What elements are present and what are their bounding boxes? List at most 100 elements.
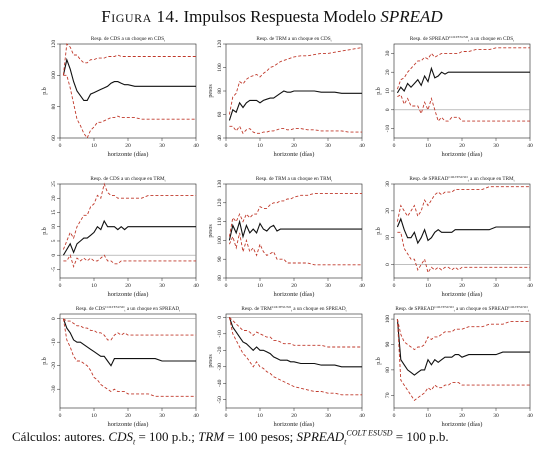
response-line — [62, 57, 196, 101]
panel-2: Resp. de TRM a un choque en CDSt 0 10 20 30 4… — [208, 36, 365, 158]
x-tick-label: 40 — [527, 283, 533, 289]
y-tick-label: 120 — [217, 40, 223, 49]
y-axis-label: pesos — [208, 354, 214, 368]
upper-band-line — [396, 47, 530, 90]
caption-spread-sup: COLT ESUSD — [346, 428, 393, 438]
x-axis-label: horizonte (días) — [274, 291, 315, 298]
x-tick-label: 40 — [527, 143, 533, 149]
y-tick-label: 0 — [51, 254, 57, 257]
y-axis-label: pesos — [208, 224, 214, 238]
x-tick-label: 20 — [125, 143, 131, 149]
response-line — [228, 90, 362, 121]
y-tick-label: 10 — [51, 224, 57, 230]
y-axis-label: p.b — [376, 87, 382, 95]
y-tick-label: 40 — [217, 135, 223, 141]
y-tick-label: 130 — [217, 180, 223, 189]
x-tick-label: 20 — [459, 413, 465, 419]
x-tick-label: 20 — [125, 413, 131, 419]
plot-frame — [393, 43, 531, 139]
figure-title: Figura 14. Impulsos Respuesta Modelo SPR… — [0, 6, 544, 28]
y-tick-label: -30 — [51, 385, 57, 393]
plot-frame — [393, 183, 531, 279]
panel-title: Resp. de TRM a un choque en CDSt — [256, 36, 331, 42]
upper-band-line — [62, 43, 196, 76]
x-axis-label: horizonte (días) — [274, 151, 315, 158]
x-tick-label: 10 — [91, 283, 97, 289]
y-tick-label: 5 — [51, 239, 57, 242]
y-tick-label: 60 — [51, 135, 57, 141]
x-tick-label: 0 — [393, 283, 396, 289]
panel-title: Resp. de TRM a un choque en TRMt — [256, 176, 332, 182]
lower-band-line — [228, 232, 362, 266]
caption-prefix: Cálculos: autores. — [12, 429, 106, 444]
x-tick-label: 0 — [59, 283, 62, 289]
panel-9: Resp. de SPREADCOLTESUSDt a un choque en… — [376, 305, 533, 428]
panel-4: Resp. de CDS a un choque en TRMt 0 10 20 30 4… — [42, 176, 199, 298]
response-line — [228, 317, 362, 368]
panel-8: Resp. de TRMCOLTESUSDt a un choque en SP… — [208, 305, 365, 428]
caption-cds-sub: t — [132, 437, 136, 447]
plot-frame — [225, 183, 363, 279]
y-tick-label: 90 — [217, 256, 223, 262]
caption-cds-value: = 100 p.b.; — [138, 429, 195, 444]
x-axis-label: horizonte (días) — [442, 291, 483, 298]
x-tick-label: 40 — [527, 413, 533, 419]
x-axis-label: horizonte (días) — [442, 421, 483, 428]
panel-title: Resp. de CDS a un choque en TRMt — [90, 176, 165, 182]
x-tick-label: 30 — [325, 413, 331, 419]
y-tick-label: -30 — [217, 363, 223, 371]
y-tick-label: 0 — [385, 263, 391, 266]
x-tick-label: 20 — [459, 283, 465, 289]
plot-frame — [225, 313, 363, 409]
response-line — [62, 219, 196, 256]
upper-band-line — [62, 182, 196, 250]
y-tick-label: 100 — [217, 236, 223, 245]
panel-title: Resp. de CDS a un choque en CDSt — [91, 36, 165, 42]
y-tick-label: -10 — [217, 330, 223, 338]
x-axis-label: horizonte (días) — [108, 421, 149, 428]
x-tick-label: 40 — [359, 413, 365, 419]
y-tick-label: 90 — [385, 341, 391, 347]
x-tick-label: 30 — [325, 143, 331, 149]
figure-label: Figura 14. — [101, 7, 180, 26]
x-tick-label: 0 — [393, 143, 396, 149]
panel-3: Resp. de SPREADCOLTESUSDt a un choque en… — [376, 35, 533, 158]
x-tick-label: 0 — [225, 143, 228, 149]
x-tick-label: 30 — [159, 143, 165, 149]
x-tick-label: 10 — [257, 413, 263, 419]
y-tick-label: 0 — [217, 316, 223, 319]
y-tick-label: 100 — [385, 315, 391, 324]
upper-band-line — [396, 319, 530, 351]
y-tick-label: 60 — [217, 112, 223, 118]
x-tick-label: 20 — [459, 143, 465, 149]
y-tick-label: 110 — [217, 217, 223, 225]
x-tick-label: 0 — [225, 413, 228, 419]
x-tick-label: 0 — [59, 413, 62, 419]
y-tick-label: 0 — [385, 108, 391, 111]
plot-frame — [59, 43, 197, 139]
y-tick-label: 100 — [217, 63, 223, 72]
y-tick-label: 25 — [51, 181, 57, 187]
panel-title: Resp. de SPREADCOLTESUSDt a un choque en… — [395, 305, 528, 313]
lower-band-line — [397, 94, 530, 122]
caption-spread-sub: t — [344, 437, 347, 447]
response-line — [396, 217, 530, 245]
caption-cds-var: CDS — [108, 429, 133, 444]
x-tick-label: 40 — [359, 283, 365, 289]
panel-title: Resp. de CDSCOLTESUSDt a un choque en SP… — [76, 305, 180, 313]
caption-spread-var: SPREAD — [296, 429, 345, 444]
y-tick-label: 30 — [385, 50, 391, 56]
plot-frame — [393, 313, 531, 409]
x-tick-label: 40 — [193, 283, 199, 289]
x-tick-label: 30 — [159, 413, 165, 419]
x-tick-label: 30 — [493, 143, 499, 149]
y-tick-label: 80 — [385, 367, 391, 373]
x-tick-label: 20 — [291, 413, 297, 419]
response-line — [228, 219, 362, 241]
x-axis-label: horizonte (días) — [108, 151, 149, 158]
figure-title-text: Impulsos Respuesta Modelo — [183, 7, 377, 26]
x-tick-label: 10 — [425, 413, 431, 419]
y-tick-label: -50 — [217, 396, 223, 404]
caption-trm-var: TRM — [198, 429, 225, 444]
